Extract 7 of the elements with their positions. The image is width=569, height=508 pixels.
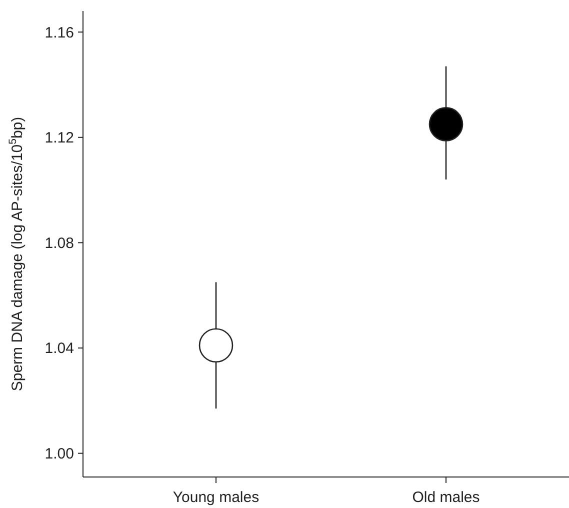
y-tick-label: 1.00	[44, 446, 74, 463]
y-tick-label: 1.04	[44, 340, 74, 358]
x-tick-label: Old males	[412, 489, 480, 506]
y-tick-label: 1.08	[44, 234, 74, 252]
y-tick-label: 1.12	[44, 130, 74, 147]
x-tick-label: Young males	[172, 489, 260, 506]
y-tick-label: 1.16	[44, 24, 74, 42]
